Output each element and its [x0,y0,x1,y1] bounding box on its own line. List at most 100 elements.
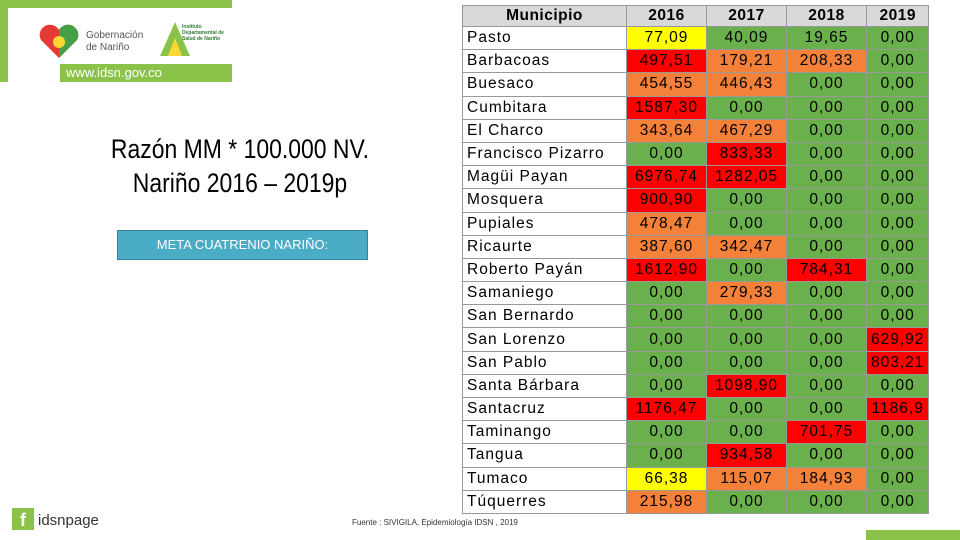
table-row: Túquerres 215,98 0,00 0,00 0,00 [462,489,930,514]
rate-cell: 0,00 [706,211,787,236]
rate-cell: 454,55 [626,72,707,97]
rate-cell: 0,00 [786,489,867,514]
rate-cell: 0,00 [786,188,867,213]
rate-cell: 0,00 [865,25,930,51]
table-row: Ricaurte 387,60 342,47 0,00 0,00 [462,234,930,259]
rate-cell: 0,00 [626,141,707,167]
municipality: Santa Bárbara [462,373,627,399]
municipality: Samaniego [462,281,627,306]
rate-cell: 784,31 [786,257,867,283]
table-row: Pasto 77,09 40,09 19,65 0,00 [462,25,930,51]
rate-cell: 215,98 [626,489,707,514]
rate-cell: 0,00 [786,72,867,97]
rate-cell: 387,60 [626,234,707,259]
municipality: Barbacoas [462,49,627,74]
institute-text: Instituto Departamental de Salud de Nari… [182,24,224,42]
column-header: Municipio [462,5,627,27]
rate-cell: 0,00 [626,443,707,468]
rate-cell: 343,64 [626,118,707,143]
logo-frame [0,0,232,82]
rate-cell: 0,00 [786,304,867,329]
rate-cell: 0,00 [706,396,787,422]
rate-cell: 0,00 [865,211,930,236]
rate-cell: 0,00 [865,304,930,329]
rate-cell: 0,00 [865,489,930,514]
rate-cell: 0,00 [706,95,787,120]
rate-cell: 0,00 [706,304,787,329]
rate-cell: 19,65 [786,25,867,51]
rate-cell: 0,00 [786,281,867,306]
table-row: Pupiales 478,47 0,00 0,00 0,00 [462,211,930,236]
rate-cell: 446,43 [706,72,787,97]
rate-cell: 0,00 [626,350,707,375]
corner-bar [866,530,960,540]
rate-cell: 184,93 [786,466,867,491]
municipality: San Bernardo [462,304,627,329]
rate-cell: 0,00 [865,466,930,491]
rate-cell: 0,00 [786,350,867,375]
municipality: Pupiales [462,211,627,236]
table-row: Santacruz 1176,47 0,00 0,00 1186,9 [462,396,930,422]
rate-cell: 77,09 [626,25,707,51]
rate-cell: 0,00 [786,327,867,352]
rate-cell: 803,21 [865,350,930,375]
rate-cell: 115,07 [706,466,787,491]
table-row: Tangua 0,00 934,58 0,00 0,00 [462,443,930,468]
rate-cell: 0,00 [706,489,787,514]
title-line: Razón MM * 100.000 NV. [110,134,370,164]
header-row: Municipio 2016 2017 2018 2019 [462,5,930,27]
municipality: El Charco [462,118,627,143]
table-row: Roberto Payán 1612,90 0,00 784,31 0,00 [462,257,930,283]
table-row: Samaniego 0,00 279,33 0,00 0,00 [462,281,930,306]
rate-cell: 0,00 [865,420,930,445]
municipality: San Pablo [462,350,627,375]
rate-cell: 629,92 [865,327,930,352]
rate-cell: 0,00 [786,396,867,422]
rate-cell: 1587,30 [626,95,707,120]
municipality: Ricaurte [462,234,627,259]
title: Razón MM * 100.000 NV. Nariño 2016 – 201… [70,132,410,200]
rate-cell: 0,00 [865,118,930,143]
rate-cell: 0,00 [706,420,787,445]
heart-logo [39,24,79,59]
rate-cell: 6976,74 [626,165,707,190]
rate-cell: 0,00 [786,141,867,167]
municipality: Francisco Pizarro [462,141,627,167]
rate-cell: 478,47 [626,211,707,236]
municipality: Santacruz [462,396,627,422]
column-header: 2017 [706,5,787,27]
data-table: Municipio 2016 2017 2018 2019 Pasto 77,09 40,09… [462,5,930,514]
rate-cell: 0,00 [865,257,930,283]
rate-cell: 0,00 [626,420,707,445]
rate-cell: 497,51 [626,49,707,74]
municipality: Taminango [462,420,627,445]
municipality: San Lorenzo [462,327,627,352]
table-row: Cumbitara 1587,30 0,00 0,00 0,00 [462,95,930,120]
rate-cell: 40,09 [706,25,787,51]
rate-cell: 0,00 [626,327,707,352]
municipality: Cumbitara [462,95,627,120]
rate-cell: 0,00 [786,373,867,399]
rate-cell: 0,00 [706,350,787,375]
column-header: 2018 [786,5,867,27]
rate-cell: 0,00 [865,49,930,74]
municipality: Mosquera [462,188,627,213]
table-row: Santa Bárbara 0,00 1098,90 0,00 0,00 [462,373,930,399]
rate-cell: 0,00 [865,165,930,190]
rate-cell: 0,00 [865,234,930,259]
column-header: 2016 [626,5,707,27]
rate-cell: 900,90 [626,188,707,213]
rate-cell: 467,29 [706,118,787,143]
municipality: Magüi Payan [462,165,627,190]
rate-cell: 1282,05 [706,165,787,190]
rate-cell: 1098,90 [706,373,787,399]
rate-cell: 0,00 [706,327,787,352]
rate-cell: 0,00 [706,188,787,213]
table-row: Francisco Pizarro 0,00 833,33 0,00 0,00 [462,141,930,167]
rate-cell: 833,33 [706,141,787,167]
table-row: El Charco 343,64 467,29 0,00 0,00 [462,118,930,143]
rate-cell: 208,33 [786,49,867,74]
rate-cell: 0,00 [786,443,867,468]
social: idsnpage [38,512,99,529]
